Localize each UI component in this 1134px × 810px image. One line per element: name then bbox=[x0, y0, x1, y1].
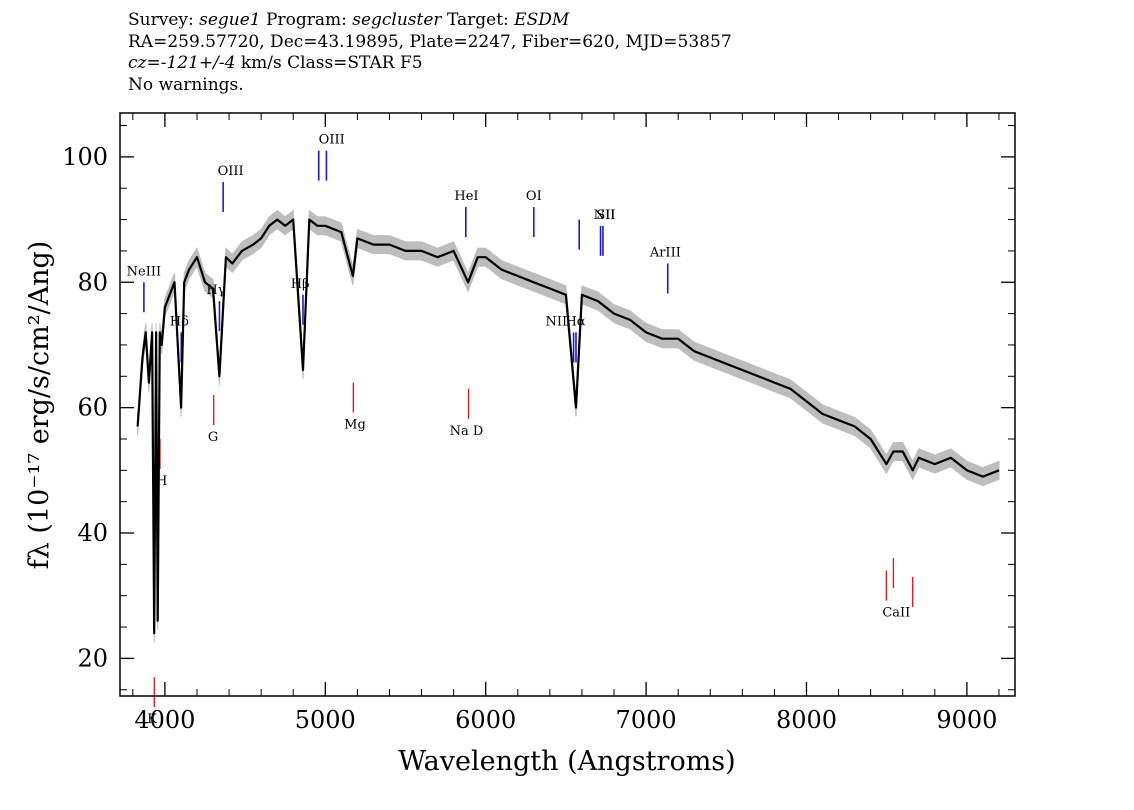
x-tick-label: 7000 bbox=[616, 706, 677, 734]
y-tick-label: 100 bbox=[62, 143, 108, 171]
emission-label-oiii: OIII bbox=[218, 164, 244, 179]
program-value: segcluster bbox=[352, 10, 442, 30]
plot-frame bbox=[119, 112, 1016, 697]
spectrum-header: Survey: segue1 Program: segcluster Targe… bbox=[128, 10, 732, 96]
emission-label-oiii: OIII bbox=[319, 133, 345, 148]
header-line-2: RA=259.57720, Dec=43.19895, Plate=2247, … bbox=[128, 31, 732, 52]
emission-label-ariii: ArIII bbox=[649, 245, 681, 260]
absorption-label-g: G bbox=[208, 430, 218, 445]
x-tick-label: 8000 bbox=[776, 706, 837, 734]
header-line-3: cz=-121+/-4 km/s Class=STAR F5 bbox=[128, 53, 732, 75]
target-value: ESDM bbox=[514, 10, 570, 30]
absorption-label-h: H bbox=[156, 474, 167, 489]
redshift-value: cz=-121+/-4 bbox=[128, 53, 236, 73]
x-tick-label: 5000 bbox=[295, 706, 356, 734]
emission-label-nii: NII bbox=[545, 314, 567, 329]
emission-label-h-: Hδ bbox=[170, 314, 189, 329]
x-tick-label: 6000 bbox=[455, 706, 516, 734]
absorption-label-na-d: Na D bbox=[450, 424, 484, 439]
absorption-label-caii: CaII bbox=[882, 606, 910, 621]
flux-series-line bbox=[136, 218, 1000, 635]
y-tick-label: 40 bbox=[77, 519, 108, 547]
y-tick-label: 80 bbox=[77, 268, 108, 296]
emission-label-h-: Hβ bbox=[291, 277, 310, 292]
header-line-4: No warnings. bbox=[128, 74, 244, 95]
y-tick-label: 60 bbox=[77, 394, 108, 422]
program-label: Program: bbox=[266, 10, 347, 30]
error-band-layer bbox=[137, 209, 1000, 643]
header-line-1: Survey: segue1 Program: segcluster Targe… bbox=[128, 10, 732, 32]
x-tick-label: 9000 bbox=[936, 706, 997, 734]
flux-series-layer bbox=[136, 218, 1000, 635]
absorption-label-k: K bbox=[147, 712, 157, 727]
y-tick-label: 20 bbox=[77, 644, 108, 672]
survey-label: Survey: bbox=[128, 10, 194, 30]
x-tick-label: 4000 bbox=[134, 706, 195, 734]
emission-label-oi: OI bbox=[526, 189, 542, 204]
emission-label-neiii: NeIII bbox=[127, 264, 161, 279]
flux-error-band bbox=[137, 209, 1000, 643]
target-label: Target: bbox=[446, 10, 509, 30]
x-axis-title: Wavelength (Angstroms) bbox=[398, 746, 735, 777]
class-text: km/s Class=STAR F5 bbox=[235, 53, 423, 73]
emission-label-nii: NII bbox=[594, 208, 616, 223]
axes-layer: 4000 5000 6000 7000 8000 9000 20 40 60 80 100 bbox=[62, 113, 1015, 734]
absorption-label-mg: Mg bbox=[344, 418, 366, 433]
emission-label-sii: SII bbox=[596, 208, 615, 223]
survey-value: segue1 bbox=[199, 10, 261, 30]
emission-label-hei: HeI bbox=[454, 189, 478, 204]
y-axis-title: fλ (10⁻¹⁷ erg/s/cm²/Ang) bbox=[24, 241, 55, 570]
